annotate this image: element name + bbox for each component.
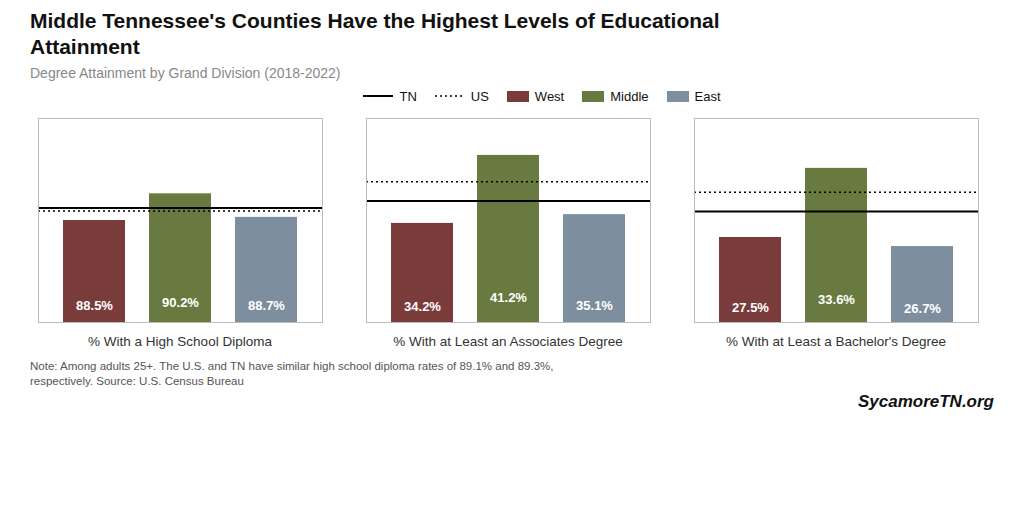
svg-text:90.2%: 90.2% (162, 295, 199, 310)
svg-text:88.5%: 88.5% (76, 298, 113, 313)
html-text:% With at Least a Bachelor's D: % With at Least a Bachelor's Degree (725, 333, 947, 349)
svg-text:26.7%: 26.7% (904, 301, 941, 316)
html-text:Degree Attainment by Grand Div: Degree Attainment by Grand Division (201… (30, 64, 341, 81)
svg-text:33.6%: 33.6% (818, 292, 855, 307)
html-text:Note: Among adults 25+. The U.: Note: Among adults 25+. The U.S. and TN … (30, 359, 554, 387)
html-text:% With a High School Diploma: % With a High School Diploma (88, 333, 272, 349)
html-text:% With at Least an Associates: % With at Least an Associates Degree (393, 333, 623, 349)
html-text:US: US (470, 88, 489, 104)
html-text:SycamoreTN.org: SycamoreTN.org (858, 391, 994, 411)
html-text:Middle Tennessee's Counties Ha: Middle Tennessee's Counties Have the Hig… (30, 9, 720, 59)
svg-text:34.2%: 34.2% (404, 298, 441, 313)
svg-text:27.5%: 27.5% (732, 300, 769, 315)
html-text:West: West (534, 88, 565, 104)
html-text:Middle: Middle (610, 88, 649, 104)
svg-text:88.7%: 88.7% (248, 297, 285, 312)
html-text:TN: TN (399, 88, 417, 104)
svg-text:35.1%: 35.1% (576, 297, 613, 312)
svg-text:41.2%: 41.2% (490, 290, 527, 305)
html-text:East: East (694, 88, 721, 104)
